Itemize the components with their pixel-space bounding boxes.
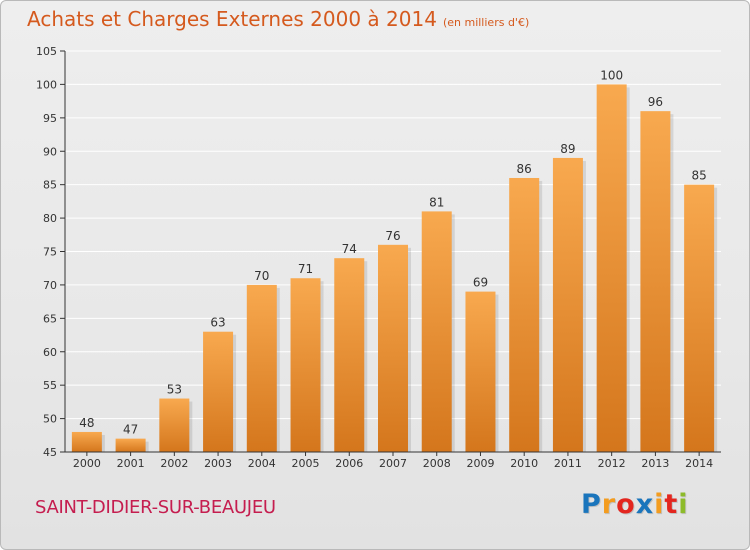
value-label-2014: 85	[691, 169, 706, 183]
x-tick-label-2000: 2000	[73, 457, 101, 470]
y-tick-label: 70	[43, 279, 57, 292]
axes: 45 50 55 60 65 70 75 80 85 90 95 100 105 2000 2001 2002…	[36, 45, 721, 470]
y-tick-label: 65	[43, 312, 57, 325]
x-tick-label-2010: 2010	[510, 457, 538, 470]
y-tick-label: 95	[43, 112, 57, 125]
bar-2000	[71, 431, 102, 452]
x-tick-label-2013: 2013	[641, 457, 669, 470]
x-tick-label-2005: 2005	[292, 457, 320, 470]
bar-2001	[115, 438, 146, 452]
bars: 48 47 53 63 70 71 74 76 81 69 86 89 100 96 85	[71, 68, 718, 453]
y-tick-label: 90	[43, 145, 57, 158]
logo-letter: x	[635, 489, 655, 520]
x-tick-label-2004: 2004	[248, 457, 276, 470]
logo-letter: i	[654, 489, 665, 520]
y-tick-label: 55	[43, 379, 57, 392]
x-tick-label-2007: 2007	[379, 457, 407, 470]
x-tick-label-2001: 2001	[117, 457, 145, 470]
chart-title-text: Achats et Charges Externes 2000 à 2014	[27, 7, 437, 31]
x-tick-label-2003: 2003	[204, 457, 232, 470]
y-tick-label: 50	[43, 413, 57, 426]
bar-2010	[509, 177, 540, 452]
value-label-2003: 63	[210, 316, 225, 330]
bar-2004	[246, 284, 277, 452]
x-tick-label-2014: 2014	[685, 457, 713, 470]
bar-2014	[684, 184, 715, 452]
x-tick-label-2002: 2002	[160, 457, 188, 470]
value-label-2005: 71	[298, 262, 313, 276]
value-label-2009: 69	[473, 276, 488, 290]
bar-2011	[552, 157, 583, 452]
logo-letter: P	[581, 489, 602, 520]
bar-2009	[465, 291, 496, 452]
proxiti-logo: Proxiti	[581, 489, 689, 520]
logo-letter: r	[601, 489, 617, 520]
y-tick-label: 75	[43, 246, 57, 259]
value-label-2012: 100	[600, 68, 623, 82]
chart-subtitle: (en milliers d'€)	[442, 16, 530, 29]
value-label-2011: 89	[560, 142, 575, 156]
y-tick-label: 80	[43, 212, 57, 225]
place-name: SAINT-DIDIER-SUR-BEAUJEU	[35, 497, 276, 518]
bar-2012	[596, 84, 627, 453]
x-tick-label-2012: 2012	[598, 457, 626, 470]
value-label-2002: 53	[167, 383, 182, 397]
value-label-2004: 70	[254, 269, 269, 283]
bar-2003	[203, 331, 234, 452]
bar-2007	[378, 244, 408, 452]
y-tick-label: 85	[43, 179, 57, 192]
x-tick-label-2009: 2009	[466, 457, 494, 470]
y-tick-label: 100	[36, 78, 57, 91]
value-label-2001: 47	[123, 423, 138, 437]
logo-letter: i	[678, 489, 689, 520]
y-tick-label: 60	[43, 346, 57, 359]
bar-2008	[421, 211, 452, 452]
value-label-2008: 81	[429, 195, 444, 209]
logo-letter: t	[664, 489, 679, 520]
chart-title: Achats et Charges Externes 2000 à 2014 (e…	[27, 7, 529, 31]
bar-2002	[159, 398, 190, 452]
y-tick-label: 45	[43, 446, 57, 459]
bar-2005	[290, 278, 321, 452]
value-label-2006: 74	[342, 242, 357, 256]
x-tick-label-2006: 2006	[335, 457, 363, 470]
bar-2006	[334, 258, 365, 452]
value-label-2000: 48	[79, 416, 94, 430]
y-tick-label: 105	[36, 45, 57, 58]
value-label-2007: 76	[385, 229, 400, 243]
logo-letter: o	[616, 489, 636, 520]
x-tick-label-2008: 2008	[423, 457, 451, 470]
value-label-2013: 96	[648, 95, 663, 109]
x-tick-label-2011: 2011	[554, 457, 582, 470]
value-label-2010: 86	[517, 162, 532, 176]
bar-2013	[640, 111, 671, 453]
